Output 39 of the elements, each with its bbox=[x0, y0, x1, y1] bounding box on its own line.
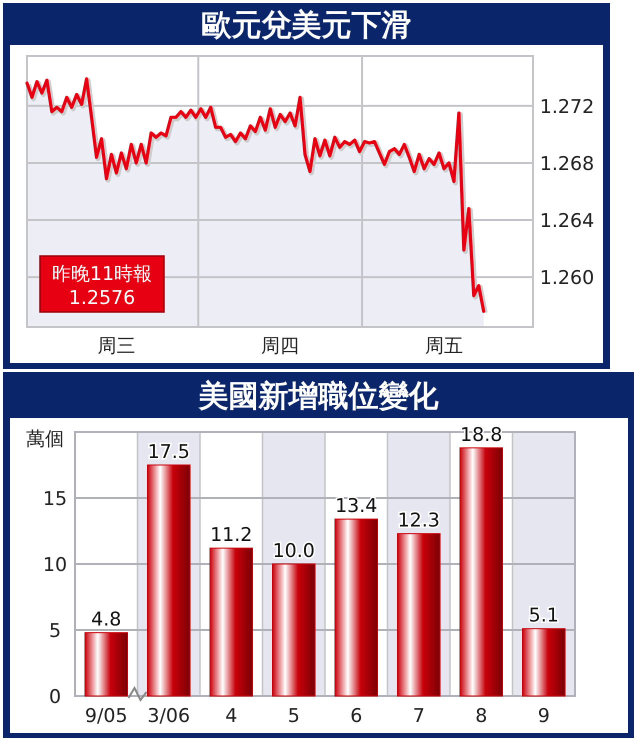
data-label: 4.8 bbox=[91, 608, 122, 631]
data-label: 13.4 bbox=[335, 495, 378, 518]
bar bbox=[334, 518, 378, 696]
bar bbox=[397, 533, 440, 696]
data-label: 5.1 bbox=[528, 604, 559, 627]
data-label: 18.8 bbox=[460, 424, 502, 446]
y-tick-label: 10 bbox=[42, 554, 68, 576]
y-tick-label: 5 bbox=[48, 620, 62, 642]
x-tick-label: 周五 bbox=[424, 335, 463, 357]
bar bbox=[210, 548, 253, 696]
y-tick-label: 0 bbox=[48, 686, 62, 708]
annotation: 昨晚11時報 bbox=[52, 263, 152, 285]
data-label: 12.3 bbox=[398, 510, 440, 532]
data-label: 17.5 bbox=[148, 441, 190, 463]
annotation: 1.2576 bbox=[68, 287, 136, 309]
x-tick-label: 周四 bbox=[261, 335, 300, 357]
x-tick-label: 7 bbox=[412, 705, 425, 727]
y-axis-title: 萬個 bbox=[26, 428, 64, 450]
data-label: 10.0 bbox=[272, 540, 315, 562]
chart-title: 歐元兌美元下滑 bbox=[202, 8, 412, 43]
data-label: 11.2 bbox=[210, 524, 252, 546]
bar bbox=[460, 447, 503, 696]
x-tick-label: 6 bbox=[350, 705, 362, 727]
y-tick-label: 15 bbox=[42, 488, 68, 510]
x-tick-label: 周三 bbox=[97, 335, 136, 357]
y-tick-label: 1.260 bbox=[540, 267, 594, 290]
x-tick-label: 9 bbox=[538, 705, 550, 727]
y-tick-label: 1.272 bbox=[540, 96, 594, 118]
bar bbox=[84, 632, 128, 696]
x-tick-label: 4 bbox=[225, 705, 238, 727]
x-tick-label: 3/06 bbox=[147, 705, 190, 727]
y-tick-label: 1.264 bbox=[540, 210, 594, 232]
x-tick-label: 5 bbox=[288, 705, 300, 727]
x-tick-label: 9/05 bbox=[84, 705, 128, 727]
chart-title: 美國新增職位變化 bbox=[198, 379, 440, 414]
bar bbox=[272, 564, 316, 696]
x-tick-label: 8 bbox=[475, 705, 488, 727]
bar bbox=[522, 628, 566, 696]
y-tick-label: 1.268 bbox=[540, 152, 594, 175]
